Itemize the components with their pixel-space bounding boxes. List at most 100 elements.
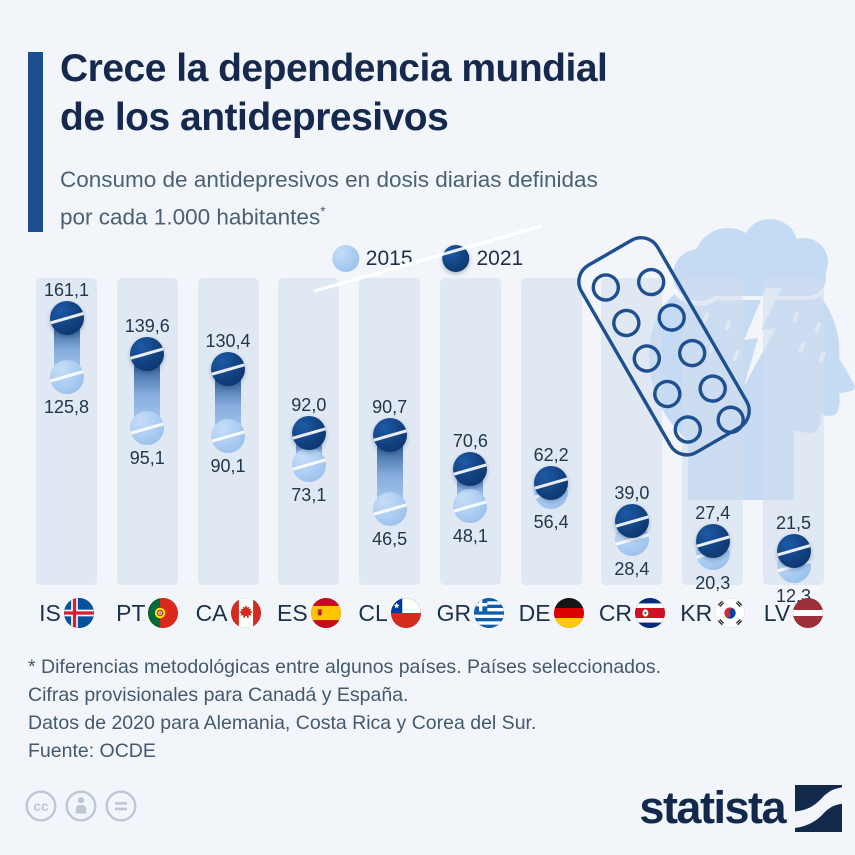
flag-cr-icon xyxy=(635,598,666,628)
flag-is-icon xyxy=(63,598,94,628)
country-column-cl: 90,7 46,5 CL xyxy=(358,278,421,628)
country-code: GR xyxy=(436,599,472,626)
footnote-line: Cifras provisionales para Canadá y Españ… xyxy=(28,684,409,706)
attribution-icon xyxy=(65,790,97,822)
value-2015-es: 73,1 xyxy=(291,484,327,505)
value-2021-pt: 139,6 xyxy=(124,315,170,336)
country-label-de: DE xyxy=(507,598,596,628)
value-2015-cl: 46,5 xyxy=(372,528,408,549)
country-code: PT xyxy=(116,599,146,626)
pill-2015-icon xyxy=(331,245,359,272)
source-line: Fuente: OCDE xyxy=(28,740,156,762)
country-label-gr: GR xyxy=(426,598,515,628)
value-2021-is: 161,1 xyxy=(43,279,90,300)
pill-2021-es xyxy=(291,416,326,451)
page-title: Crece la dependencia mundial de los antid… xyxy=(60,47,608,139)
pill-2021-is xyxy=(49,300,84,335)
legend-item-2021: 2021 xyxy=(442,245,523,272)
country-label-is: IS xyxy=(22,598,111,628)
flag-gr-icon xyxy=(474,598,505,628)
value-2015-de: 56,4 xyxy=(533,512,569,533)
legend-item-2015: 2015 xyxy=(331,245,413,272)
value-2021-cl: 90,7 xyxy=(372,397,408,418)
pill-2021-pt xyxy=(130,336,165,371)
country-column-de: 62,2 56,4 DE xyxy=(519,278,584,628)
pill-2021-gr xyxy=(453,451,488,486)
value-2021-de: 62,2 xyxy=(533,444,569,465)
country-code: CA xyxy=(195,599,228,626)
flag-es-icon xyxy=(310,598,341,628)
value-2021-es: 92,0 xyxy=(291,395,327,416)
column-track xyxy=(439,278,501,585)
flag-lv-icon xyxy=(793,598,824,628)
footnote-line: Datos de 2020 para Alemania, Costa Rica … xyxy=(28,712,537,734)
country-label-cl: CL xyxy=(345,598,434,628)
pill-2015-is xyxy=(49,359,84,394)
value-2015-pt: 95,1 xyxy=(129,447,165,468)
country-column-lv: 21,5 12,3 LV xyxy=(763,278,824,628)
svg-text:cc: cc xyxy=(33,799,49,814)
value-2015-kr: 20,3 xyxy=(695,572,731,593)
value-2015-gr: 48,1 xyxy=(452,526,488,547)
pill-2015-cl xyxy=(372,491,407,526)
country-code: DE xyxy=(518,599,551,626)
subtitle: Consumo de antidepresivos en dosis diari… xyxy=(60,167,598,230)
country-code: CR xyxy=(598,599,633,626)
cc-icon: cc xyxy=(25,790,57,822)
license-icons: cc xyxy=(24,789,138,823)
value-2021-lv: 21,5 xyxy=(775,512,812,533)
pill-2021-ca xyxy=(211,352,246,387)
country-column-is: 161,1 125,8 IS xyxy=(36,278,97,628)
country-label-lv: LV xyxy=(749,598,838,628)
country-label-kr: KR xyxy=(668,598,757,628)
country-code: CL xyxy=(358,599,388,626)
country-column-pt: 139,6 95,1 PT xyxy=(116,278,179,628)
country-column-kr: 27,4 20,3 KR xyxy=(680,278,746,628)
value-2021-gr: 70,6 xyxy=(452,430,488,451)
statista-mark-icon xyxy=(795,784,842,832)
pill-2021-icon xyxy=(442,245,470,272)
flag-pt-icon xyxy=(148,598,179,628)
pill-2015-gr xyxy=(453,489,488,524)
footnotes: * Diferencias metodológicas entre alguno… xyxy=(28,653,661,737)
column-track xyxy=(520,278,582,585)
pill-2015-ca xyxy=(211,419,246,454)
flag-cl-icon xyxy=(390,598,421,628)
flag-de-icon xyxy=(553,598,584,628)
chart-legend: 2015 2021 xyxy=(331,245,523,272)
country-code: IS xyxy=(39,599,61,626)
flag-kr-icon xyxy=(715,598,746,628)
value-2015-cr: 28,4 xyxy=(614,559,650,580)
country-code: KR xyxy=(680,599,713,626)
statista-logo: statista xyxy=(639,782,842,834)
country-column-es: 92,0 73,1 ES xyxy=(277,278,341,628)
pill-2021-lv xyxy=(776,533,811,568)
country-label-cr: CR xyxy=(587,598,676,628)
statista-wordmark: statista xyxy=(639,782,786,833)
pill-2021-cl xyxy=(372,418,407,453)
pill-blister-icon xyxy=(545,228,785,468)
no-derivatives-icon xyxy=(105,790,137,822)
flag-ca-icon xyxy=(230,598,261,628)
pill-2021-kr xyxy=(695,523,730,558)
value-2021-ca: 130,4 xyxy=(205,331,251,352)
pill-2021-de xyxy=(534,465,569,500)
value-2021-kr: 27,4 xyxy=(695,502,731,523)
country-code: ES xyxy=(276,599,308,626)
title-accent-bar xyxy=(28,52,43,232)
pill-2015-pt xyxy=(130,410,165,445)
footnote-line: * Diferencias metodológicas entre alguno… xyxy=(28,656,662,678)
country-label-es: ES xyxy=(264,598,353,628)
value-2015-is: 125,8 xyxy=(43,396,90,417)
country-column-gr: 70,6 48,1 GR xyxy=(437,278,505,628)
country-column-ca: 130,4 90,1 CA xyxy=(196,278,261,628)
country-label-ca: CA xyxy=(184,598,273,628)
value-2021-cr: 39,0 xyxy=(614,483,650,504)
pill-2021-cr xyxy=(614,504,649,539)
pill-2015-es xyxy=(291,447,326,482)
country-code: LV xyxy=(763,599,791,626)
country-column-cr: 39,0 28,4 CR xyxy=(599,278,666,628)
value-2015-ca: 90,1 xyxy=(210,456,246,477)
